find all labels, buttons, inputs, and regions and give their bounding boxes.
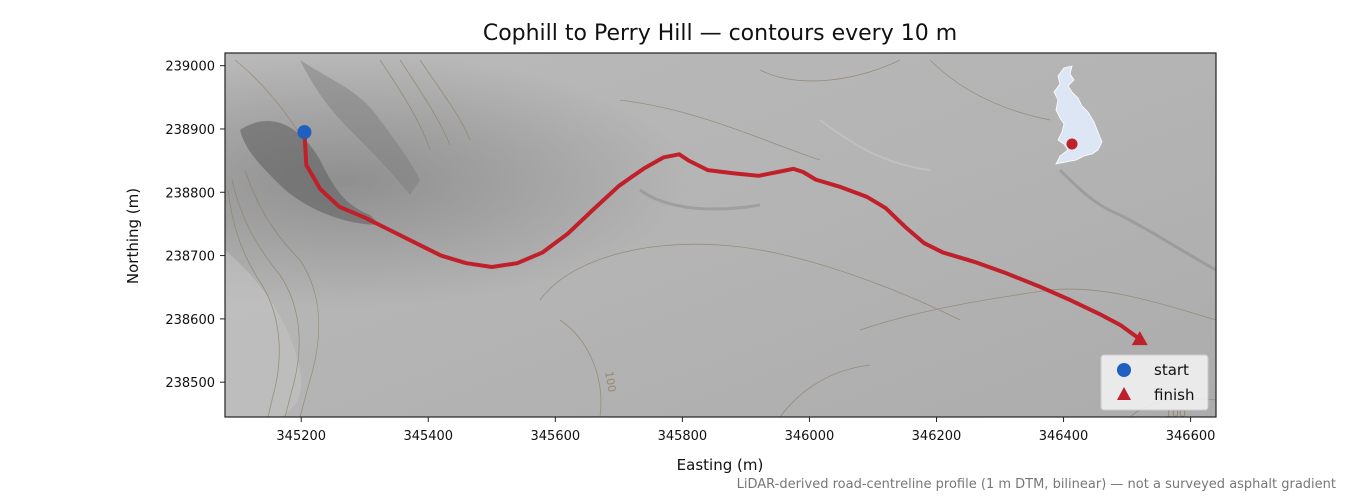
y-axis: 238500 238600 238700 238800 238900 239000 xyxy=(165,60,225,391)
x-axis-label: Easting (m) xyxy=(677,456,764,474)
x-tick-label: 346000 xyxy=(785,429,835,444)
map-title: Cophill to Perry Hill — contours every 1… xyxy=(483,21,957,46)
uk-locator-inset xyxy=(1053,65,1103,165)
x-tick-label: 346600 xyxy=(1166,429,1216,444)
y-tick-label: 239000 xyxy=(165,60,215,75)
y-tick-label: 238700 xyxy=(165,250,215,265)
contour-label: 100 xyxy=(1165,407,1186,420)
x-tick-label: 346400 xyxy=(1039,429,1089,444)
x-tick-label: 345800 xyxy=(658,429,708,444)
y-tick-label: 238600 xyxy=(165,313,215,328)
x-tick-label: 346200 xyxy=(912,429,962,444)
legend-finish-marker xyxy=(1117,387,1131,400)
y-tick-label: 238900 xyxy=(165,123,215,138)
y-axis-label: Northing (m) xyxy=(124,188,142,284)
plot-frame xyxy=(224,52,1217,418)
x-tick-label: 345200 xyxy=(276,429,326,444)
legend: start finish xyxy=(1100,354,1209,411)
y-tick-label: 238800 xyxy=(165,186,215,201)
uk-outline xyxy=(1053,65,1103,165)
figure-caption: LiDAR-derived road-centreline profile (1… xyxy=(737,477,1336,492)
y-tick-label: 238500 xyxy=(165,376,215,391)
contour-label: 100 xyxy=(602,370,618,393)
legend-start-marker xyxy=(1117,363,1131,377)
terrain-hillshade: 100 100 xyxy=(225,53,1216,420)
x-axis: 345200 345400 345600 345800 346000 346200 3464… xyxy=(276,417,1215,444)
legend-finish-label: finish xyxy=(1154,386,1194,404)
route-layer xyxy=(297,125,1148,346)
finish-marker xyxy=(1131,331,1148,346)
start-marker xyxy=(297,125,312,140)
inset-location-marker xyxy=(1066,138,1078,150)
legend-start-label: start xyxy=(1154,361,1189,379)
route-line xyxy=(302,130,1142,342)
x-tick-label: 345400 xyxy=(403,429,453,444)
x-tick-label: 345600 xyxy=(531,429,581,444)
